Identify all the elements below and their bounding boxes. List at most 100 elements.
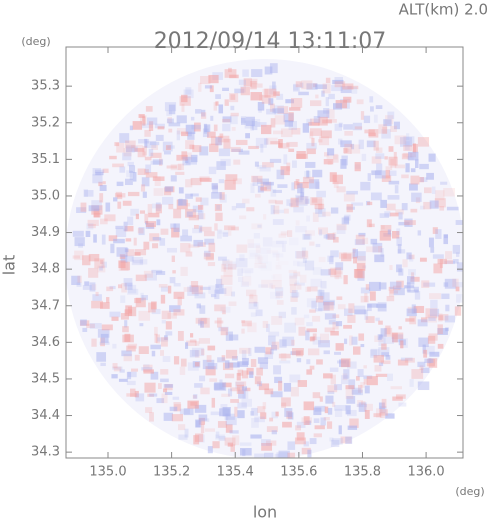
echo-cell — [318, 301, 330, 311]
echo-cell — [197, 210, 204, 220]
echo-cell — [155, 202, 161, 212]
echo-cell — [121, 350, 132, 357]
echo-cell — [414, 291, 421, 300]
echo-cell — [302, 123, 310, 133]
echo-cell — [164, 391, 173, 395]
echo-cell — [143, 270, 153, 278]
y-tick-label: 35.1 — [31, 152, 60, 167]
echo-cell — [229, 261, 237, 270]
echo-cell — [214, 203, 222, 212]
echo-cell — [396, 236, 403, 246]
echo-cell — [92, 294, 102, 301]
echo-cell — [317, 139, 323, 143]
echo-cell — [88, 267, 99, 278]
echo-cell — [315, 94, 319, 99]
echo-cell — [446, 206, 459, 211]
echo-cell — [151, 301, 157, 310]
echo-cell — [265, 347, 272, 355]
echo-cell — [455, 220, 463, 225]
echo-cell — [143, 364, 150, 369]
echo-cell — [111, 374, 118, 379]
echo-cell — [403, 136, 415, 146]
echo-cell — [272, 240, 284, 248]
y-axis-label: lat — [0, 255, 19, 276]
echo-cell — [247, 239, 255, 248]
echo-cell — [268, 199, 277, 204]
echo-cell — [200, 317, 210, 328]
echo-cell — [384, 211, 391, 217]
echo-cell — [264, 138, 269, 145]
echo-cell — [224, 413, 229, 421]
echo-cell — [257, 357, 269, 364]
echo-cell — [144, 169, 149, 175]
echo-cell — [368, 129, 379, 138]
echo-cell — [72, 230, 84, 237]
echo-cell — [146, 221, 156, 227]
echo-cell — [160, 286, 169, 292]
echo-cell — [366, 304, 372, 312]
echo-cell — [343, 193, 355, 202]
echo-cell — [205, 366, 216, 376]
echo-cell — [269, 103, 275, 112]
echo-cell — [325, 395, 334, 404]
echo-cell — [345, 405, 351, 415]
echo-cell — [334, 271, 343, 279]
echo-cell — [277, 184, 288, 188]
echo-cell — [209, 378, 218, 382]
echo-cell — [307, 286, 318, 292]
echo-cell — [455, 286, 460, 292]
echo-cell — [305, 161, 316, 168]
echo-cell — [164, 383, 173, 391]
echo-cell — [241, 320, 246, 324]
echo-cell — [386, 373, 393, 381]
echo-cell — [290, 387, 299, 397]
echo-cell — [295, 220, 300, 226]
echo-cell — [266, 108, 277, 115]
echo-cell — [309, 309, 316, 313]
echo-cell — [82, 327, 88, 333]
echo-cell — [238, 389, 246, 399]
echo-cell — [398, 402, 407, 407]
echo-cell — [225, 416, 237, 426]
echo-cell — [386, 203, 396, 211]
echo-cell — [363, 365, 367, 369]
echo-cell — [355, 268, 365, 279]
echo-cell — [124, 320, 128, 328]
echo-cell — [406, 308, 417, 317]
echo-cell — [343, 369, 350, 379]
echo-cell — [341, 253, 352, 262]
echo-cell — [92, 174, 103, 184]
echo-cell — [445, 259, 454, 264]
echo-cell — [315, 308, 323, 312]
echo-cell — [291, 182, 295, 191]
echo-cell — [220, 306, 231, 313]
x-tick-label: 135.2 — [153, 465, 190, 480]
echo-cell — [343, 124, 353, 130]
echo-cell — [377, 334, 382, 341]
echo-cell — [367, 201, 373, 206]
echo-cell — [155, 134, 164, 141]
echo-cell — [301, 447, 311, 455]
echo-cell — [437, 324, 443, 335]
echo-cell — [237, 369, 244, 376]
echo-cell — [439, 259, 443, 269]
echo-cell — [393, 285, 401, 291]
echo-cell — [351, 389, 364, 396]
echo-cell — [149, 141, 160, 146]
echo-cell — [244, 387, 251, 392]
echo-cell — [298, 326, 306, 336]
echo-cell — [157, 126, 165, 130]
echo-cell — [361, 153, 367, 162]
echo-cell — [169, 305, 181, 313]
echo-cell — [282, 421, 292, 428]
echo-cell — [124, 309, 133, 316]
echo-cell — [346, 409, 357, 417]
echo-cell — [134, 252, 141, 256]
echo-cell — [191, 347, 204, 357]
echo-cell — [231, 126, 236, 131]
echo-cell — [271, 284, 276, 289]
echo-cell — [227, 442, 234, 447]
echo-cell — [309, 179, 320, 189]
echo-cell — [240, 86, 250, 96]
echo-cell — [310, 336, 316, 341]
